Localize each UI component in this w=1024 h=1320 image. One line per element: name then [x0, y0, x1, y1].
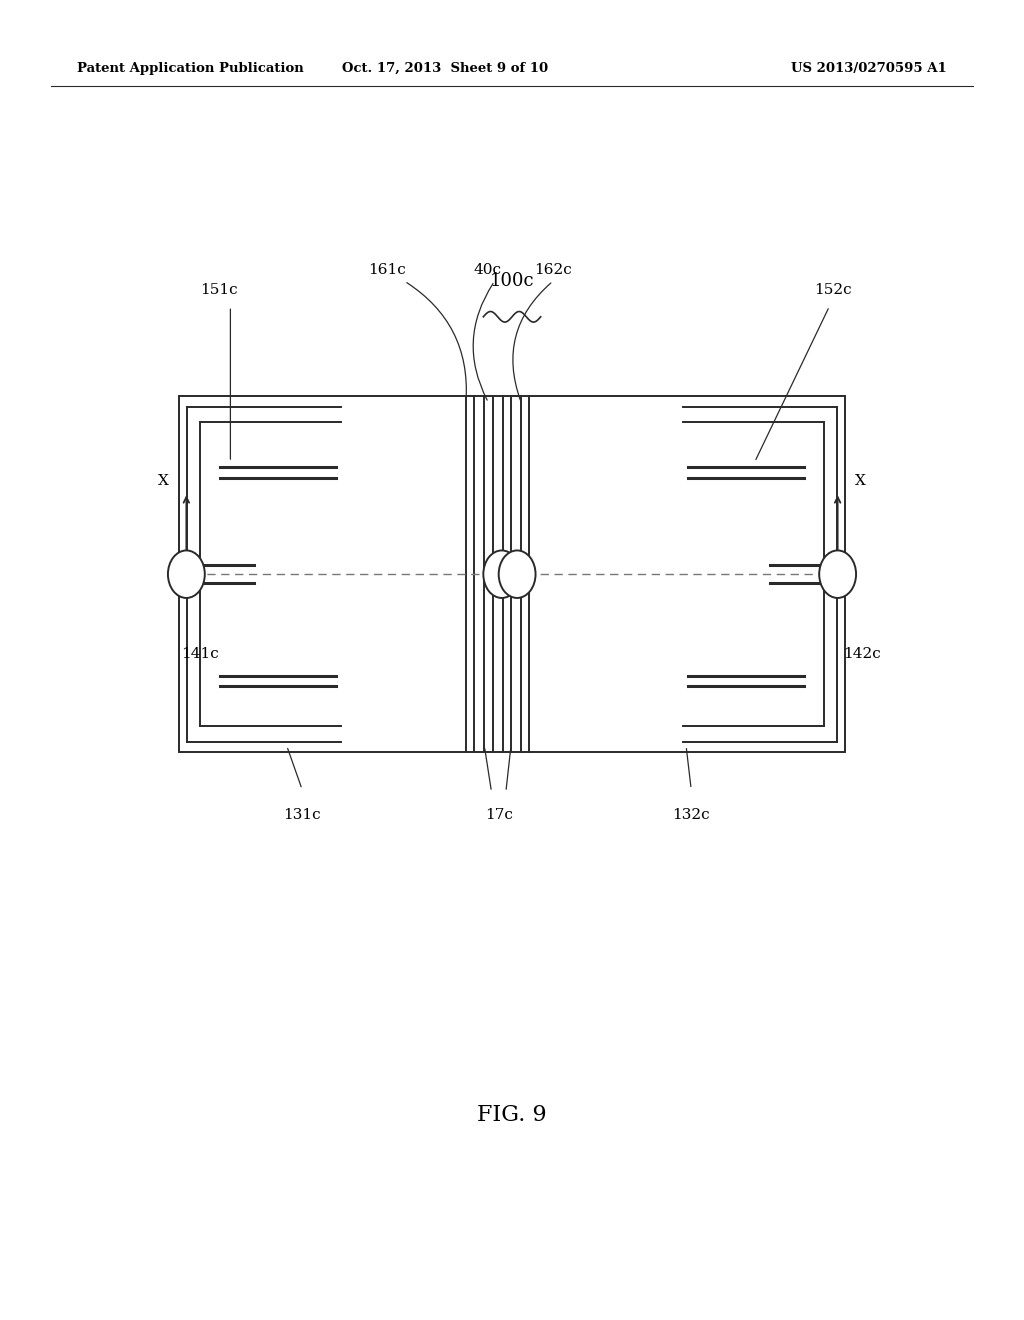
- Text: 100c: 100c: [489, 272, 535, 290]
- Circle shape: [819, 550, 856, 598]
- Circle shape: [483, 550, 520, 598]
- Text: 161c: 161c: [369, 263, 406, 277]
- Text: 141c: 141c: [181, 647, 219, 661]
- Text: 152c: 152c: [814, 284, 852, 297]
- Text: X: X: [855, 474, 865, 488]
- Text: 142c: 142c: [843, 647, 881, 661]
- Text: Oct. 17, 2013  Sheet 9 of 10: Oct. 17, 2013 Sheet 9 of 10: [342, 62, 549, 75]
- Text: US 2013/0270595 A1: US 2013/0270595 A1: [792, 62, 947, 75]
- Bar: [179, 396, 845, 752]
- Text: X: X: [159, 474, 169, 488]
- Text: FIG. 9: FIG. 9: [477, 1105, 547, 1126]
- Circle shape: [499, 550, 536, 598]
- Text: 132c: 132c: [673, 808, 710, 822]
- Text: 40c: 40c: [473, 263, 502, 277]
- Text: 162c: 162c: [535, 263, 571, 277]
- Text: 131c: 131c: [284, 808, 321, 822]
- Text: 151c: 151c: [200, 284, 238, 297]
- Text: 17c: 17c: [484, 808, 513, 822]
- Circle shape: [168, 550, 205, 598]
- Text: Patent Application Publication: Patent Application Publication: [77, 62, 303, 75]
